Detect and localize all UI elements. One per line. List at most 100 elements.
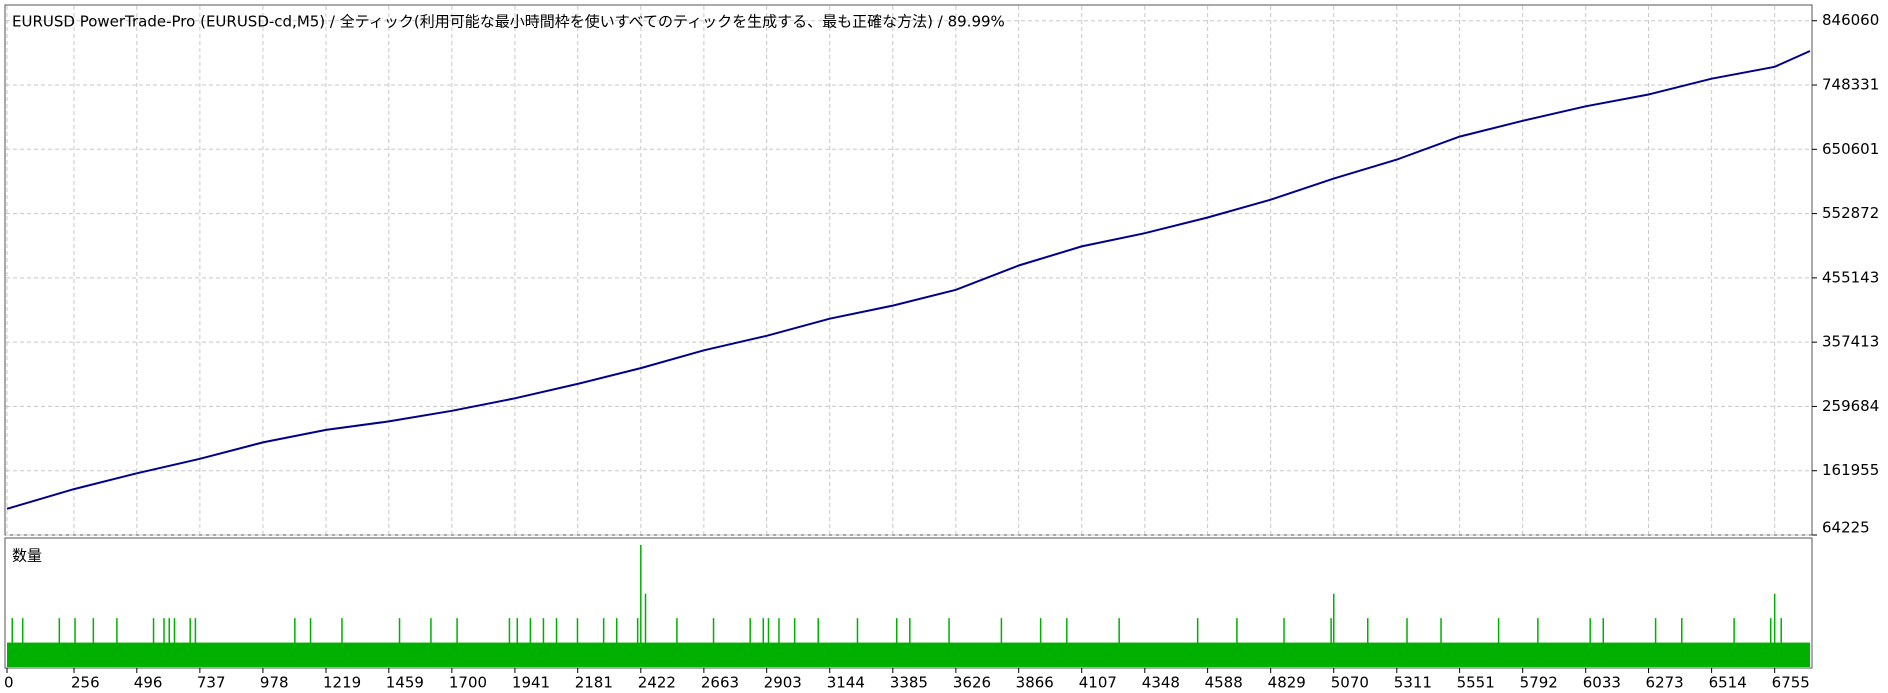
volume-bar	[194, 618, 197, 667]
volume-bar	[1589, 618, 1591, 667]
volume-bar	[1196, 618, 1199, 667]
x-tick-label: 4588	[1205, 674, 1243, 692]
volume-bar	[895, 618, 898, 667]
x-tick-label: 4107	[1079, 674, 1117, 692]
volume-bar	[1654, 618, 1657, 667]
volume-bar	[1236, 618, 1238, 667]
x-tick-label: 256	[71, 674, 100, 692]
volume-bar	[168, 618, 170, 667]
volume-bar	[1332, 593, 1335, 667]
x-tick-label: 6033	[1583, 674, 1621, 692]
volume-bar	[430, 618, 432, 667]
volume-bar	[163, 618, 165, 667]
volume-bar	[1039, 618, 1042, 667]
volume-bar	[909, 618, 911, 667]
volume-bar	[529, 618, 532, 667]
x-tick-label: 5792	[1520, 674, 1558, 692]
volume-bar	[1780, 618, 1782, 667]
volume-bar	[1283, 618, 1285, 667]
x-tick-label: 3626	[953, 674, 991, 692]
volume-bar	[1773, 593, 1776, 667]
volume-bar	[644, 593, 647, 667]
equity-line	[6, 50, 1811, 510]
volume-bar	[1330, 618, 1332, 667]
x-tick-label: 5070	[1331, 674, 1369, 692]
volume-bar	[398, 618, 401, 667]
x-tick-label: 4348	[1142, 674, 1180, 692]
main-panel	[4, 4, 1813, 536]
volume-bar	[856, 618, 859, 667]
volume-bar	[294, 618, 296, 667]
x-tick-label: 2181	[575, 674, 613, 692]
volume-bar	[793, 618, 796, 667]
volume-bar	[1733, 618, 1735, 667]
volume-bar	[555, 618, 558, 667]
x-tick-label: 6514	[1709, 674, 1747, 692]
x-tick-label: 1219	[323, 674, 361, 692]
volume-bar	[948, 618, 950, 667]
volume-bar	[615, 618, 618, 667]
volume-bar	[189, 618, 191, 667]
x-tick-label: 6273	[1646, 674, 1684, 692]
volume-bar	[74, 618, 76, 667]
x-tick-label: 2422	[638, 674, 676, 692]
y-tick-label: 64225	[1822, 519, 1870, 537]
volume-bar	[767, 618, 770, 667]
volume-bar	[1118, 618, 1120, 667]
volume-label: 数量	[12, 547, 42, 565]
y-tick-label: 650601	[1822, 140, 1879, 158]
y-tick-label: 846060	[1822, 11, 1879, 29]
volume-bar	[508, 618, 511, 667]
volume-bar	[11, 618, 13, 667]
x-tick-label: 3144	[827, 674, 865, 692]
x-tick-label: 496	[134, 674, 163, 692]
y-tick-label: 552872	[1822, 204, 1879, 222]
x-tick-label: 737	[197, 674, 226, 692]
volume-bar	[1406, 618, 1408, 667]
volume-bar	[456, 618, 458, 667]
volume-bar	[640, 544, 642, 667]
volume-bar	[676, 618, 678, 667]
y-tick-label: 259684	[1822, 397, 1879, 415]
volume-bar	[1066, 618, 1068, 667]
volume-bar	[1440, 618, 1442, 667]
volume-bar	[1602, 618, 1605, 667]
volume-bar	[58, 618, 61, 667]
volume-bar	[21, 618, 24, 667]
x-tick-label: 5551	[1457, 674, 1495, 692]
volume-bar	[173, 618, 176, 667]
volume-bar	[542, 618, 545, 667]
y-tick-label: 455143	[1822, 268, 1879, 286]
x-tick-label: 3385	[890, 674, 928, 692]
volume-bar	[116, 618, 118, 667]
x-tick-label: 6755	[1772, 674, 1810, 692]
y-tick-label: 161955	[1822, 461, 1879, 479]
volume-bar	[92, 618, 95, 667]
volume-bar	[749, 618, 751, 667]
x-tick-label: 1459	[386, 674, 424, 692]
volume-bar	[516, 618, 519, 667]
x-tick-label: 3866	[1016, 674, 1054, 692]
volume-bar	[817, 618, 819, 667]
x-tick-label: 1700	[449, 674, 487, 692]
x-tick-label: 2663	[701, 674, 739, 692]
volume-bar	[1367, 618, 1369, 667]
chart-title: EURUSD PowerTrade-Pro (EURUSD-cd,M5) / 全…	[12, 13, 1005, 31]
volume-bar	[1769, 618, 1772, 667]
volume-base	[7, 642, 1810, 667]
volume-bar	[1537, 618, 1539, 667]
volume-bar	[341, 618, 343, 667]
volume-bar	[152, 618, 155, 667]
x-tick-label: 5311	[1394, 674, 1432, 692]
volume-bar	[1681, 618, 1683, 667]
volume-bar	[309, 618, 312, 667]
x-tick-label: 2903	[764, 674, 802, 692]
x-tick-label: 0	[4, 674, 14, 692]
x-tick-label: 978	[260, 674, 289, 692]
volume-bar	[712, 618, 715, 667]
volume-bar	[576, 618, 579, 667]
x-tick-label: 1941	[512, 674, 550, 692]
volume-bar	[762, 618, 765, 667]
volume-bar	[636, 618, 639, 667]
